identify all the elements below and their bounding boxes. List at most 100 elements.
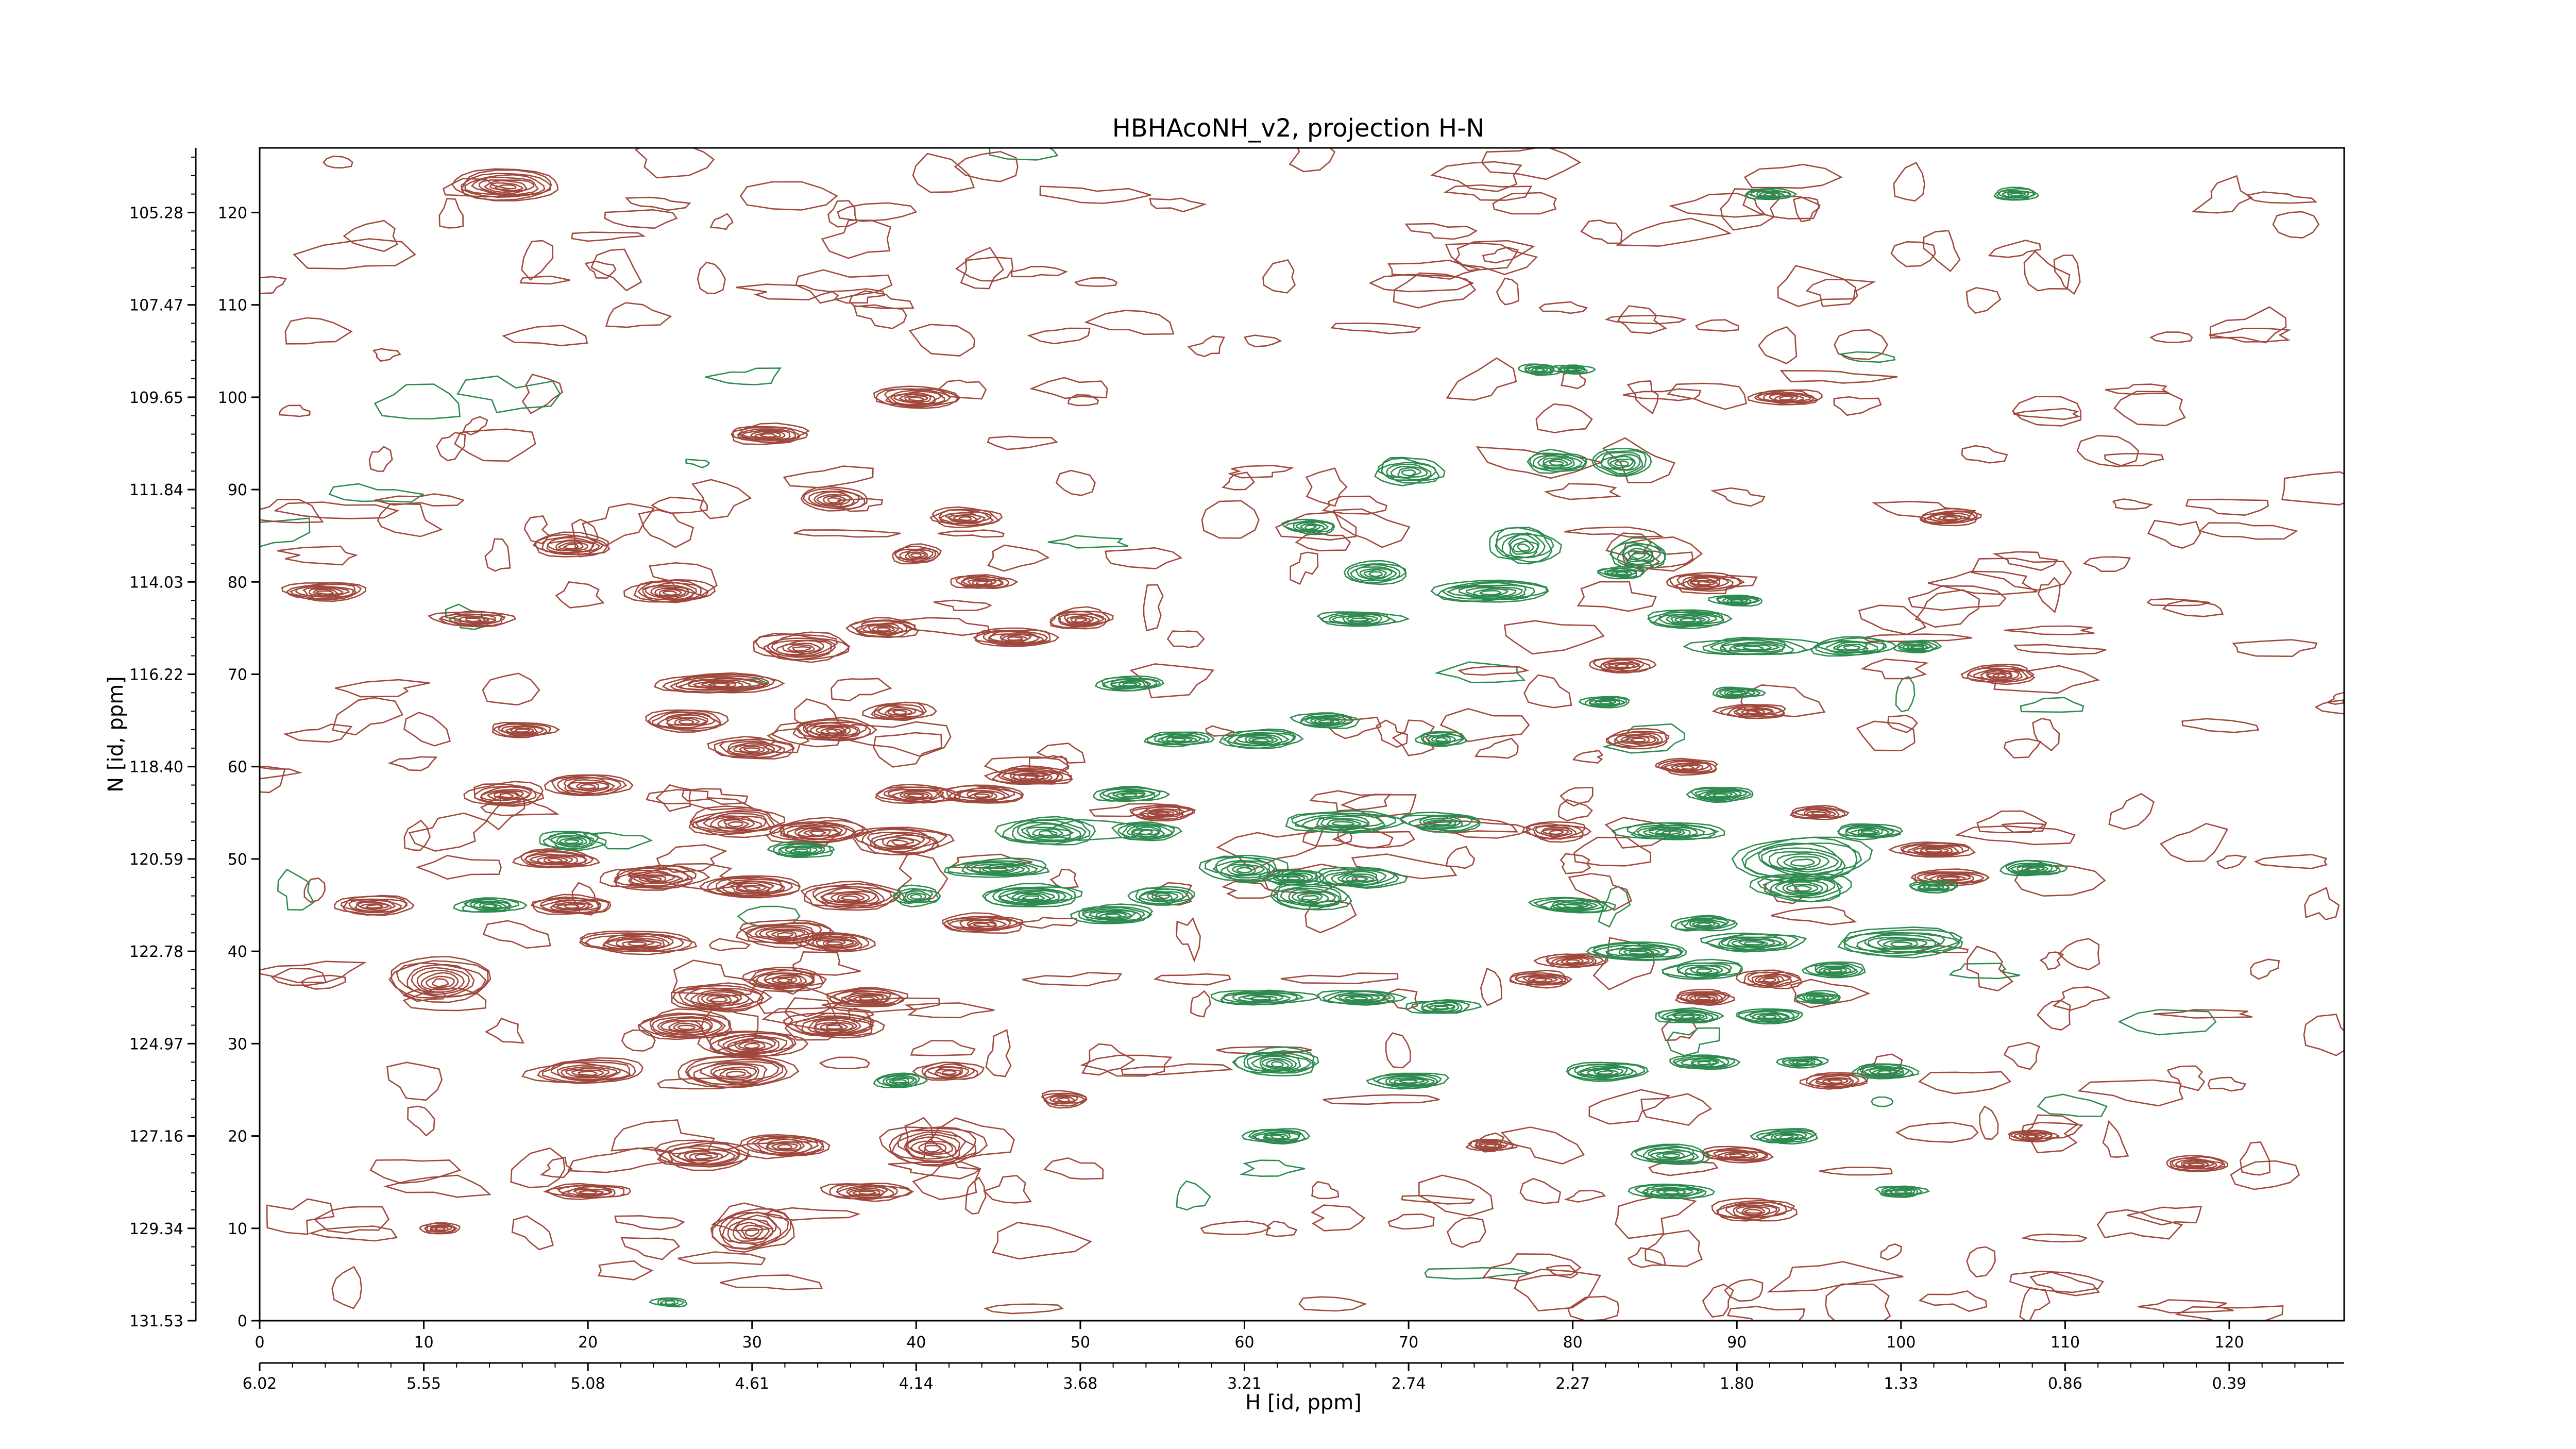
negative-peak-level bbox=[1544, 459, 1568, 467]
negative-peak-level bbox=[1421, 1001, 1459, 1013]
negative-peak-level bbox=[1750, 1128, 1818, 1145]
negative-peak bbox=[1909, 880, 1959, 894]
positive-peak bbox=[637, 1008, 733, 1040]
noise-contour bbox=[1381, 988, 1419, 1010]
negative-peak-level bbox=[1843, 932, 1961, 953]
positive-peak-level bbox=[750, 430, 786, 440]
negative-peak-level bbox=[1110, 680, 1146, 688]
noise-contour bbox=[555, 581, 605, 609]
positive-peak-level bbox=[1736, 1206, 1771, 1217]
noise-contour bbox=[270, 968, 327, 986]
negative-peak-level bbox=[1906, 644, 1928, 650]
negative-peak-level bbox=[1713, 793, 1729, 798]
noise-contour bbox=[402, 988, 487, 1012]
positive-peak-level bbox=[1024, 774, 1039, 780]
noise-contour bbox=[1710, 487, 1766, 507]
y-index-tick-label: 10 bbox=[228, 1220, 247, 1238]
negative-peak-level bbox=[1868, 1068, 1903, 1076]
negative-peak-level bbox=[1697, 1060, 1711, 1066]
noise-contour bbox=[991, 1222, 1093, 1260]
negative-peak-level bbox=[1249, 996, 1272, 1001]
positive-peak-level bbox=[1811, 811, 1827, 816]
negative-peak-level bbox=[1706, 792, 1733, 799]
noise-contour bbox=[1805, 278, 1876, 307]
noise-contour bbox=[756, 987, 844, 1018]
noise-contour bbox=[368, 446, 393, 472]
negative-peak-level bbox=[1242, 995, 1278, 1002]
positive-peak bbox=[735, 919, 836, 949]
negative-peak bbox=[1731, 836, 1873, 883]
noise-contour bbox=[677, 1251, 766, 1266]
negative-peak-level bbox=[1301, 895, 1320, 901]
positive-peak-level bbox=[628, 871, 682, 885]
positive-peak-level bbox=[537, 1059, 636, 1084]
positive-peak-level bbox=[807, 936, 860, 950]
noise-contour bbox=[1767, 1261, 1904, 1293]
positive-peak-level bbox=[1001, 635, 1028, 642]
negative-peak bbox=[1549, 364, 1597, 375]
negative-peak bbox=[1210, 989, 1320, 1006]
noise-contour bbox=[1780, 370, 1898, 384]
noise-contour bbox=[1979, 1105, 1999, 1140]
positive-peak bbox=[792, 932, 876, 953]
negative-peak-level bbox=[1428, 734, 1456, 744]
positive-peak-level bbox=[1139, 808, 1185, 818]
noise-contour bbox=[827, 200, 858, 228]
negative-peak-level bbox=[1756, 191, 1785, 198]
negative-peak-level bbox=[1563, 904, 1585, 908]
noise-contour bbox=[1492, 192, 1557, 215]
positive-peak-level bbox=[697, 991, 742, 1007]
noise-contour bbox=[1480, 967, 1502, 1006]
x-index-tick-label: 120 bbox=[2214, 1334, 2244, 1352]
noise-contour bbox=[1640, 1093, 1713, 1126]
noise-contour bbox=[2102, 1120, 2129, 1158]
noise-contour bbox=[2209, 328, 2292, 343]
noise-contour bbox=[1790, 979, 1871, 1008]
noise-contour bbox=[1880, 1243, 1903, 1261]
positive-peak-level bbox=[391, 956, 492, 1003]
noise-contour bbox=[1017, 917, 1078, 929]
negative-peak-level bbox=[1773, 1134, 1799, 1140]
noise-contour bbox=[2272, 211, 2320, 239]
positive-peak-level bbox=[787, 644, 815, 653]
positive-peak-level bbox=[603, 935, 670, 950]
positive-peak bbox=[1509, 970, 1572, 989]
noise-contour bbox=[387, 756, 438, 771]
noise-contour bbox=[1166, 630, 1205, 648]
positive-peak-level bbox=[804, 883, 901, 908]
noise-contour bbox=[415, 854, 502, 880]
negative-peak bbox=[1750, 1128, 1818, 1145]
negative-peak-level bbox=[1390, 466, 1428, 479]
noise-contour bbox=[2029, 1271, 2100, 1296]
x-index-tick-label: 70 bbox=[1399, 1334, 1418, 1352]
noise-contour bbox=[436, 431, 466, 462]
noise-contour bbox=[2138, 1299, 2234, 1313]
positive-peak bbox=[1666, 571, 1745, 592]
positive-peak-level bbox=[652, 712, 722, 730]
noise-contour bbox=[510, 1147, 566, 1188]
positive-peak-level bbox=[907, 1136, 957, 1158]
negative-peak-level bbox=[1623, 949, 1654, 956]
positive-peak-level bbox=[662, 673, 775, 694]
positive-peak-level bbox=[706, 995, 732, 1004]
y-index-ticks: 0 10 20 30 40 50 60 70 80 90 100 110 120 bbox=[218, 204, 260, 1330]
negative-peak-level bbox=[1012, 819, 1087, 843]
positive-peak-level bbox=[642, 582, 697, 601]
negative-peak-level bbox=[1435, 737, 1448, 743]
positive-peak-level bbox=[721, 1211, 782, 1246]
negative-peak-level bbox=[1342, 615, 1378, 625]
negative-peak-level bbox=[1350, 564, 1401, 582]
positive-peak bbox=[1049, 606, 1114, 630]
noise-contour bbox=[829, 288, 886, 304]
noise-contour bbox=[2082, 556, 2131, 572]
negative-peak-level bbox=[1742, 645, 1764, 651]
negative-peak-level bbox=[2021, 866, 2045, 872]
positive-peak-level bbox=[873, 834, 926, 849]
positive-peak-level bbox=[654, 587, 687, 598]
positive-peak-level bbox=[1936, 874, 1967, 882]
noise-contour bbox=[651, 496, 708, 514]
n-ppm-tick-label: 111.84 bbox=[129, 481, 183, 499]
negative-peak bbox=[1095, 675, 1164, 692]
positive-peak-level bbox=[543, 856, 568, 864]
negative-peak-level bbox=[1095, 675, 1164, 692]
